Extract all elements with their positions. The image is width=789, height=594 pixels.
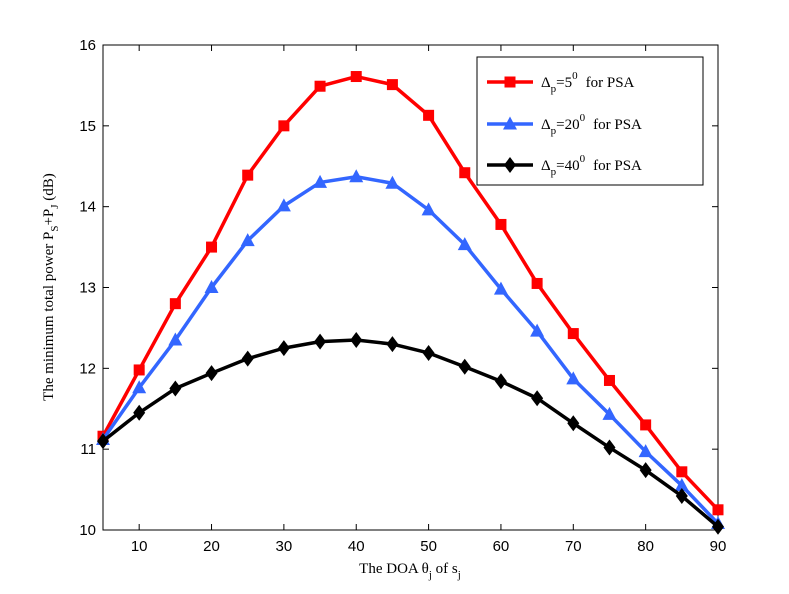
x-tick-label: 20 bbox=[203, 538, 220, 555]
legend-label: Δp=200 for PSA bbox=[541, 112, 642, 137]
data-point bbox=[567, 328, 579, 340]
data-point bbox=[276, 198, 291, 212]
data-point bbox=[132, 380, 147, 394]
data-point bbox=[169, 380, 182, 397]
data-point bbox=[675, 488, 688, 505]
x-axis-label: The DOA θj of sj bbox=[359, 561, 461, 581]
data-point bbox=[385, 175, 400, 189]
data-point bbox=[674, 478, 689, 492]
data-point bbox=[712, 518, 724, 535]
data-point bbox=[458, 358, 471, 375]
data-point bbox=[97, 433, 109, 450]
data-point bbox=[168, 332, 183, 346]
data-point bbox=[350, 71, 362, 83]
data-point bbox=[314, 333, 327, 350]
legend-label: Δp=400 for PSA bbox=[541, 153, 642, 178]
axis-ticks: 10 20 30 40 50 60 70 80 90 10 11 12 13 14 15 16 bbox=[79, 37, 726, 555]
legend-label: Δp=50 for PSA bbox=[541, 70, 635, 95]
series-line bbox=[101, 338, 720, 529]
data-point bbox=[386, 336, 399, 353]
legend-entry: Δp=200 for PSA bbox=[487, 112, 642, 137]
y-tick-label: 16 bbox=[79, 37, 96, 54]
data-point bbox=[422, 344, 435, 361]
data-point bbox=[640, 419, 652, 431]
x-tick-label: 80 bbox=[637, 538, 654, 555]
legend: Δp=50 for PSA Δp=200 for PSA Δp=400 for PSA bbox=[476, 56, 704, 186]
legend-marker bbox=[504, 76, 516, 88]
y-tick-label: 14 bbox=[79, 199, 96, 216]
data-point bbox=[277, 340, 290, 357]
data-point bbox=[205, 365, 218, 382]
x-tick-label: 40 bbox=[348, 538, 365, 555]
series-2 bbox=[96, 169, 725, 530]
x-tick-label: 10 bbox=[131, 538, 148, 555]
x-tick-label: 90 bbox=[710, 538, 727, 555]
y-tick-label: 11 bbox=[80, 441, 96, 458]
series-3 bbox=[97, 332, 724, 535]
data-point bbox=[421, 202, 436, 216]
x-tick-label: 70 bbox=[565, 538, 582, 555]
y-tick-label: 10 bbox=[79, 522, 96, 539]
data-point bbox=[133, 364, 145, 376]
x-tick-label: 30 bbox=[276, 538, 293, 555]
data-point bbox=[531, 390, 544, 407]
data-point bbox=[567, 415, 580, 432]
data-point bbox=[314, 80, 326, 92]
y-tick-label: 13 bbox=[79, 280, 96, 297]
data-point bbox=[240, 233, 255, 247]
data-point bbox=[349, 169, 364, 183]
series-line bbox=[101, 74, 720, 511]
y-tick-label: 15 bbox=[79, 118, 96, 135]
data-point bbox=[495, 218, 507, 230]
data-point bbox=[133, 404, 146, 421]
data-point bbox=[350, 332, 363, 349]
data-point bbox=[241, 350, 254, 367]
data-point bbox=[639, 462, 652, 479]
legend-marker bbox=[503, 116, 517, 130]
data-point bbox=[602, 406, 617, 420]
y-tick-label: 12 bbox=[79, 360, 96, 377]
data-point bbox=[494, 373, 507, 390]
data-point bbox=[638, 444, 653, 458]
data-point bbox=[603, 439, 616, 456]
x-tick-label: 50 bbox=[420, 538, 437, 555]
data-point bbox=[566, 371, 581, 385]
x-tick-label: 60 bbox=[493, 538, 510, 555]
data-point bbox=[493, 281, 508, 295]
data-point bbox=[242, 169, 254, 181]
legend-entry: Δp=400 for PSA bbox=[487, 153, 642, 178]
y-axis-label: The minimum total power PS+PJ (dB) bbox=[41, 173, 61, 401]
data-point bbox=[278, 120, 290, 132]
data-point bbox=[712, 504, 724, 516]
data-point bbox=[459, 167, 471, 179]
data-point bbox=[386, 79, 398, 91]
data-point bbox=[676, 466, 688, 478]
data-point bbox=[169, 298, 181, 310]
data-point bbox=[530, 323, 545, 337]
legend-marker bbox=[504, 157, 516, 173]
data-point bbox=[423, 109, 435, 121]
data-point bbox=[206, 241, 218, 253]
series-layer bbox=[96, 71, 725, 535]
data-point bbox=[204, 280, 219, 293]
legend-entry: Δp=50 for PSA bbox=[487, 70, 635, 95]
data-point bbox=[531, 277, 543, 289]
data-point bbox=[603, 374, 615, 386]
series-line bbox=[101, 175, 720, 525]
data-point bbox=[457, 237, 472, 251]
data-point bbox=[313, 174, 328, 188]
